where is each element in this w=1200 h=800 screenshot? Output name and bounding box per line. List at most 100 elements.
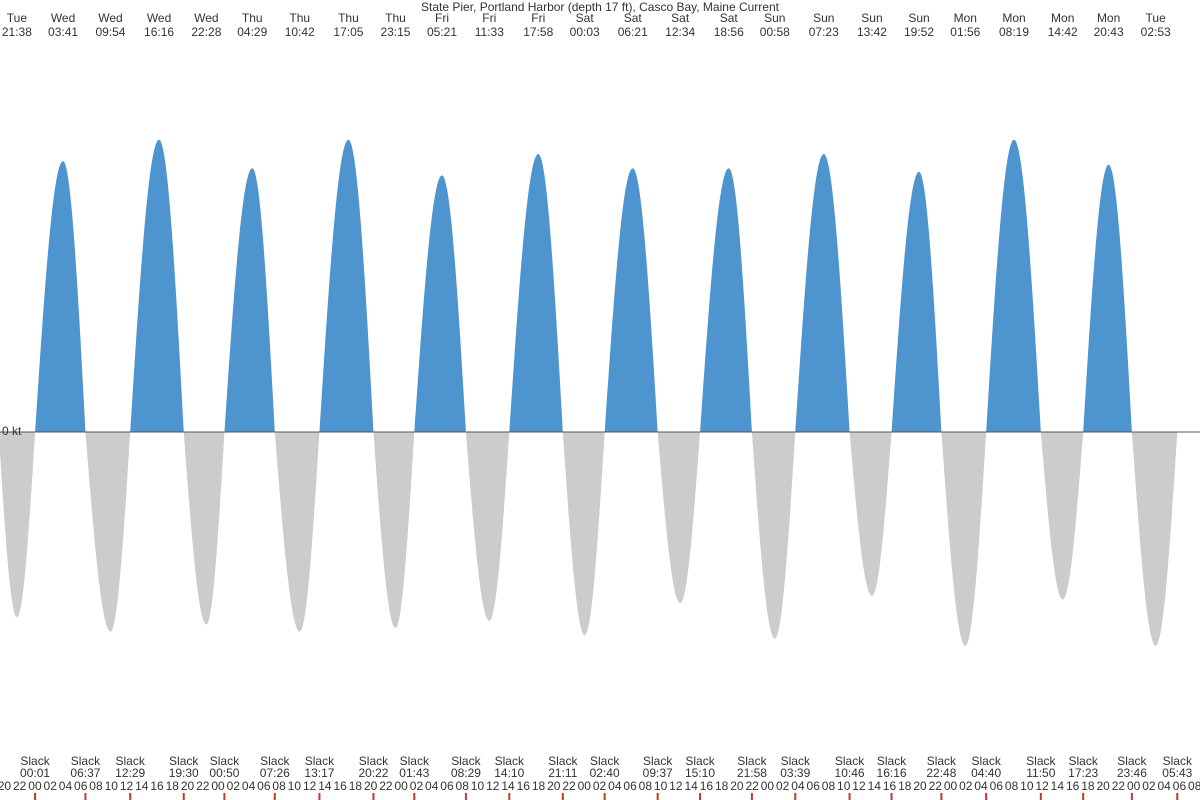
extremum-day: Mon xyxy=(954,11,977,25)
ebb-lobe xyxy=(562,431,605,636)
slack-tick xyxy=(603,793,606,800)
hour-tick-label: 00 xyxy=(944,779,958,793)
slack-time: 00:50 xyxy=(209,766,239,780)
slack-tick xyxy=(372,793,375,800)
extremum-time: 06:21 xyxy=(618,25,648,39)
hour-tick-label: 18 xyxy=(715,779,729,793)
hour-tick-label: 08 xyxy=(272,779,286,793)
hour-tick-label: 02 xyxy=(227,779,241,793)
hour-tick-label: 18 xyxy=(166,779,180,793)
slack-label: Slack xyxy=(835,754,865,768)
extremum-time: 17:05 xyxy=(333,25,363,39)
hour-tick-label: 08 xyxy=(639,779,653,793)
slack-time: 02:40 xyxy=(590,766,620,780)
slack-time: 09:37 xyxy=(643,766,673,780)
extremum-day: Sun xyxy=(861,11,882,25)
slack-time: 07:26 xyxy=(260,766,290,780)
hour-tick-label: 20 xyxy=(913,779,927,793)
hour-tick-label: 20 xyxy=(547,779,561,793)
slack-time: 22:48 xyxy=(926,766,956,780)
extremum-time: 07:23 xyxy=(809,25,839,39)
hour-tick-label: 22 xyxy=(562,779,576,793)
hour-tick-label: 06 xyxy=(74,779,88,793)
ebb-lobe xyxy=(849,431,892,596)
ebb-lobe xyxy=(274,431,320,632)
extremum-day: Mon xyxy=(1002,11,1025,25)
slack-label: Slack xyxy=(685,754,715,768)
slack-label: Slack xyxy=(260,754,290,768)
extremum-day: Thu xyxy=(385,11,406,25)
slack-tick xyxy=(1176,793,1179,800)
slack-time: 08:29 xyxy=(451,766,481,780)
extremum-time: 18:56 xyxy=(714,25,744,39)
ebb-lobe xyxy=(657,431,701,604)
hour-tick-label: 14 xyxy=(318,779,332,793)
hour-tick-label: 18 xyxy=(349,779,363,793)
hour-tick-label: 10 xyxy=(288,779,302,793)
slack-label: Slack xyxy=(359,754,389,768)
flood-lobe xyxy=(700,168,752,432)
slack-time: 12:29 xyxy=(115,766,145,780)
slack-label: Slack xyxy=(1026,754,1056,768)
extremum-day: Sat xyxy=(624,11,643,25)
y-tick-label: 0 kt xyxy=(2,424,22,438)
hour-tick-label: 02 xyxy=(44,779,58,793)
hour-tick-label: 02 xyxy=(959,779,973,793)
extremum-time: 00:58 xyxy=(760,25,790,39)
extremum-time: 20:43 xyxy=(1094,25,1124,39)
hour-tick-label: 02 xyxy=(593,779,607,793)
hour-tick-label: 12 xyxy=(486,779,500,793)
hour-tick-label: 00 xyxy=(1127,779,1141,793)
slack-time: 05:43 xyxy=(1162,766,1192,780)
extremum-time: 11:33 xyxy=(475,25,504,39)
extremum-day: Sun xyxy=(908,11,929,25)
hour-tick-label: 00 xyxy=(395,779,409,793)
slack-label: Slack xyxy=(169,754,199,768)
slack-label: Slack xyxy=(643,754,673,768)
slack-time: 13:17 xyxy=(304,766,334,780)
slack-label: Slack xyxy=(590,754,620,768)
slack-label: Slack xyxy=(210,754,240,768)
hour-tick-label: 04 xyxy=(242,779,256,793)
hour-tick-label: 08 xyxy=(822,779,836,793)
hour-tick-label: 16 xyxy=(1066,779,1080,793)
slack-label: Slack xyxy=(877,754,907,768)
extremum-time: 04:29 xyxy=(237,25,267,39)
slack-tick xyxy=(890,793,893,800)
hour-tick-label: 06 xyxy=(257,779,271,793)
slack-label: Slack xyxy=(116,754,146,768)
hour-tick-label: 06 xyxy=(623,779,637,793)
ebb-lobe xyxy=(183,431,225,625)
hour-tick-label: 10 xyxy=(837,779,851,793)
hour-tick-label: 14 xyxy=(1051,779,1065,793)
ebb-lobe xyxy=(373,431,415,628)
extremum-day: Tue xyxy=(1146,11,1167,25)
slack-time: 06:37 xyxy=(70,766,100,780)
slack-tick xyxy=(1039,793,1042,800)
extremum-time: 14:42 xyxy=(1048,25,1078,39)
slack-time: 11:50 xyxy=(1026,766,1055,780)
hour-tick-label: 16 xyxy=(517,779,531,793)
slack-tick xyxy=(464,793,467,800)
slack-tick xyxy=(273,793,276,800)
hour-tick-label: 20 xyxy=(0,779,11,793)
slack-time: 20:22 xyxy=(358,766,388,780)
flood-lobe xyxy=(130,139,184,432)
hour-tick-label: 06 xyxy=(440,779,454,793)
hour-tick-label: 16 xyxy=(700,779,714,793)
hour-tick-label: 14 xyxy=(868,779,882,793)
hour-tick-label: 12 xyxy=(669,779,683,793)
hour-tick-label: 06 xyxy=(990,779,1004,793)
hour-tick-label: 04 xyxy=(425,779,439,793)
hour-tick-label: 02 xyxy=(1142,779,1156,793)
ebb-lobe xyxy=(1131,431,1178,646)
ebb-lobe xyxy=(941,431,987,646)
slack-tick xyxy=(750,793,753,800)
extremum-day: Fri xyxy=(482,11,496,25)
slack-label: Slack xyxy=(400,754,430,768)
extremum-day: Thu xyxy=(289,11,310,25)
hour-tick-label: 20 xyxy=(364,779,378,793)
hour-tick-label: 20 xyxy=(1096,779,1110,793)
hour-tick-label: 04 xyxy=(608,779,622,793)
slack-time: 16:16 xyxy=(877,766,907,780)
